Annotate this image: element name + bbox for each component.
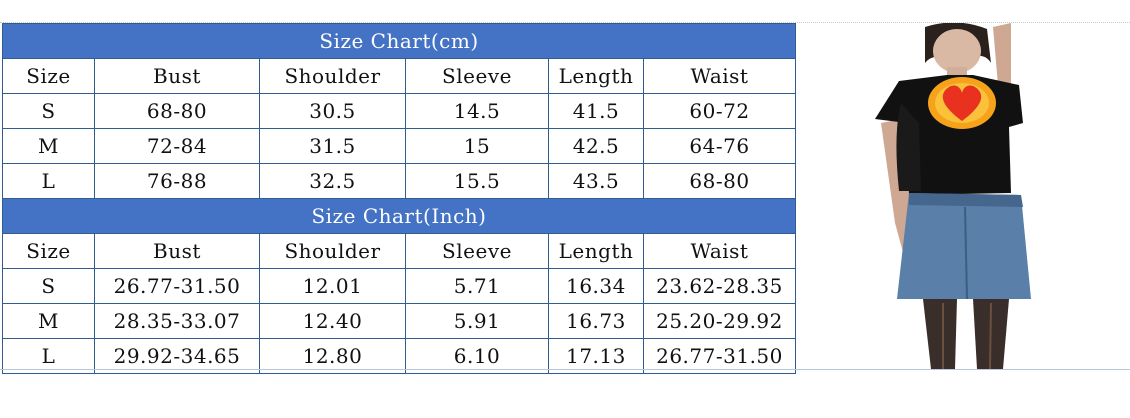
table-row: M 28.35-33.07 12.40 5.91 16.73 25.20-29.… (2, 303, 796, 339)
sleeve-cell: 5.91 (405, 303, 549, 339)
bust-cell: 26.77-31.50 (94, 268, 260, 304)
length-cell: 16.73 (548, 303, 644, 339)
table-row: S 26.77-31.50 12.01 5.71 16.34 23.62-28.… (2, 268, 796, 304)
size-cell: L (2, 163, 95, 199)
column-header: Sleeve (405, 58, 549, 94)
top-divider (0, 22, 1130, 23)
waist-cell: 25.20-29.92 (643, 303, 796, 339)
waist-cell: 60-72 (643, 93, 796, 129)
inch-title-row: Size Chart(Inch) (2, 198, 796, 234)
waist-cell: 23.62-28.35 (643, 268, 796, 304)
column-header: Waist (643, 233, 796, 269)
model-photo (797, 22, 1128, 370)
cm-chart-title: Size Chart(cm) (2, 23, 796, 59)
column-header: Size (2, 58, 95, 94)
column-header: Shoulder (259, 58, 406, 94)
cm-column-header-row: Size Bust Shoulder Sleeve Length Waist (2, 58, 796, 94)
bust-cell: 76-88 (94, 163, 260, 199)
bust-cell: 28.35-33.07 (94, 303, 260, 339)
size-cell: M (2, 128, 95, 164)
sleeve-cell: 15 (405, 128, 549, 164)
shoulder-cell: 31.5 (259, 128, 406, 164)
column-header: Sleeve (405, 233, 549, 269)
shoulder-cell: 12.80 (259, 338, 406, 374)
sleeve-cell: 6.10 (405, 338, 549, 374)
column-header: Waist (643, 58, 796, 94)
column-header: Bust (94, 58, 260, 94)
sleeve-cell: 15.5 (405, 163, 549, 199)
sleeve-cell: 14.5 (405, 93, 549, 129)
size-cell: L (2, 338, 95, 374)
table-row: L 76-88 32.5 15.5 43.5 68-80 (2, 163, 796, 199)
column-header: Shoulder (259, 233, 406, 269)
column-header: Bust (94, 233, 260, 269)
cm-title-row: Size Chart(cm) (2, 23, 796, 59)
shoulder-cell: 30.5 (259, 93, 406, 129)
length-cell: 42.5 (548, 128, 644, 164)
shoulder-cell: 12.01 (259, 268, 406, 304)
waist-cell: 64-76 (643, 128, 796, 164)
bust-cell: 29.92-34.65 (94, 338, 260, 374)
shoulder-cell: 12.40 (259, 303, 406, 339)
shoulder-cell: 32.5 (259, 163, 406, 199)
column-header: Length (548, 58, 644, 94)
column-header: Length (548, 233, 644, 269)
waist-cell: 68-80 (643, 163, 796, 199)
waist-cell: 26.77-31.50 (643, 338, 796, 374)
bust-cell: 68-80 (94, 93, 260, 129)
length-cell: 41.5 (548, 93, 644, 129)
bottom-divider (0, 369, 1130, 370)
size-cell: S (2, 93, 95, 129)
sleeve-cell: 5.71 (405, 268, 549, 304)
table-row: L 29.92-34.65 12.80 6.10 17.13 26.77-31.… (2, 338, 796, 374)
table-row: S 68-80 30.5 14.5 41.5 60-72 (2, 93, 796, 129)
length-cell: 16.34 (548, 268, 644, 304)
size-chart-table: Size Chart(cm) Size Bust Shoulder Sleeve… (2, 23, 796, 374)
inch-chart-title: Size Chart(Inch) (2, 198, 796, 234)
bust-cell: 72-84 (94, 128, 260, 164)
size-cell: S (2, 268, 95, 304)
model-photo-icon (875, 22, 1031, 370)
table-row: M 72-84 31.5 15 42.5 64-76 (2, 128, 796, 164)
length-cell: 43.5 (548, 163, 644, 199)
inch-column-header-row: Size Bust Shoulder Sleeve Length Waist (2, 233, 796, 269)
column-header: Size (2, 233, 95, 269)
size-cell: M (2, 303, 95, 339)
